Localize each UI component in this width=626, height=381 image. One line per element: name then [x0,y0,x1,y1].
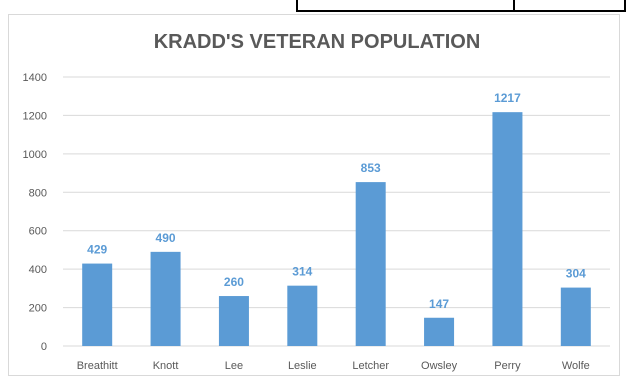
category-label: Knott [153,360,179,372]
bar-lee [218,296,249,346]
category-label: Owsley [421,360,458,372]
data-label: 429 [87,243,107,257]
y-tick-label: 800 [29,187,47,199]
bar-leslie [287,285,318,346]
category-label: Breathitt [77,360,118,372]
data-label: 147 [429,297,449,311]
category-label: Lee [225,360,243,372]
table-fragment-divider [513,0,515,12]
chart-title: KRADD'S VETERAN POPULATION [154,31,481,53]
y-axis-ticks: 0 200 400 600 800 1000 1200 1400 [23,72,47,353]
bars [82,112,591,346]
category-label: Perry [494,360,521,372]
data-labels: 429 490 260 314 853 147 1217 304 [87,91,586,311]
data-label: 490 [156,231,176,245]
category-label: Leslie [288,360,317,372]
data-label: 853 [361,161,381,175]
y-tick-label: 1200 [23,110,47,122]
data-label: 260 [224,275,244,289]
table-fragment [296,0,626,12]
data-label: 304 [566,267,586,281]
y-tick-label: 1400 [23,72,47,84]
data-label: 1217 [494,91,521,105]
bar-knott [150,251,181,346]
y-tick-label: 400 [29,264,47,276]
y-tick-label: 200 [29,303,47,315]
category-label: Wolfe [562,360,590,372]
bar-letcher [355,182,386,346]
bar-perry [492,112,523,346]
bar-wolfe [560,287,591,346]
bar-owsley [424,317,455,346]
category-label: Letcher [352,360,389,372]
y-tick-label: 1000 [23,149,47,161]
y-tick-label: 600 [29,226,47,238]
data-label: 314 [292,265,312,279]
bar-breathitt [82,263,113,346]
gridlines [63,76,610,347]
x-axis-categories: Breathitt Knott Lee Leslie Letcher Owsley Perr… [77,360,590,372]
y-tick-label: 0 [41,341,47,353]
